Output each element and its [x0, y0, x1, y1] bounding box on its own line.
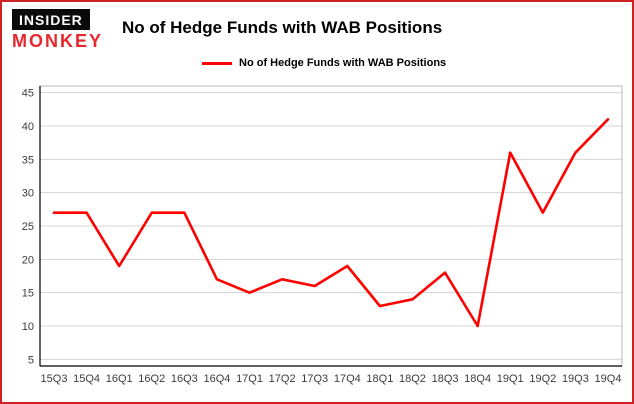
svg-text:19Q3: 19Q3	[562, 373, 589, 385]
svg-text:30: 30	[22, 188, 34, 200]
page-title: No of Hedge Funds with WAB Positions	[122, 18, 443, 37]
svg-text:35: 35	[22, 154, 34, 166]
legend-line-swatch	[202, 61, 232, 65]
svg-text:16Q4: 16Q4	[203, 373, 230, 385]
svg-text:19Q2: 19Q2	[529, 373, 556, 385]
svg-text:45: 45	[22, 88, 34, 100]
svg-text:15Q4: 15Q4	[73, 373, 100, 385]
svg-text:19Q1: 19Q1	[497, 373, 524, 385]
legend-label: No of Hedge Funds with WAB Positions	[239, 57, 447, 69]
svg-text:18Q1: 18Q1	[366, 373, 393, 385]
logo-monkey-text: MONKEY	[12, 31, 104, 51]
svg-text:18Q2: 18Q2	[399, 373, 426, 385]
svg-text:18Q4: 18Q4	[464, 373, 491, 385]
svg-text:5: 5	[28, 354, 34, 366]
svg-text:40: 40	[22, 121, 34, 133]
svg-text:17Q3: 17Q3	[301, 373, 328, 385]
svg-text:19Q4: 19Q4	[595, 373, 622, 385]
svg-text:10: 10	[22, 321, 34, 333]
svg-text:20: 20	[22, 254, 34, 266]
svg-text:17Q1: 17Q1	[236, 373, 263, 385]
svg-text:16Q3: 16Q3	[171, 373, 198, 385]
chart-legend: No of Hedge Funds with WAB Positions	[202, 57, 446, 69]
svg-text:15Q3: 15Q3	[41, 373, 68, 385]
svg-text:16Q2: 16Q2	[138, 373, 165, 385]
svg-text:17Q2: 17Q2	[269, 373, 296, 385]
svg-text:25: 25	[22, 221, 34, 233]
svg-text:15: 15	[22, 288, 34, 300]
svg-text:17Q4: 17Q4	[334, 373, 361, 385]
insider-monkey-logo: INSIDER MONKEY	[12, 9, 112, 52]
svg-text:18Q3: 18Q3	[432, 373, 459, 385]
logo-insider-text: INSIDER	[12, 9, 90, 30]
svg-text:16Q1: 16Q1	[106, 373, 133, 385]
